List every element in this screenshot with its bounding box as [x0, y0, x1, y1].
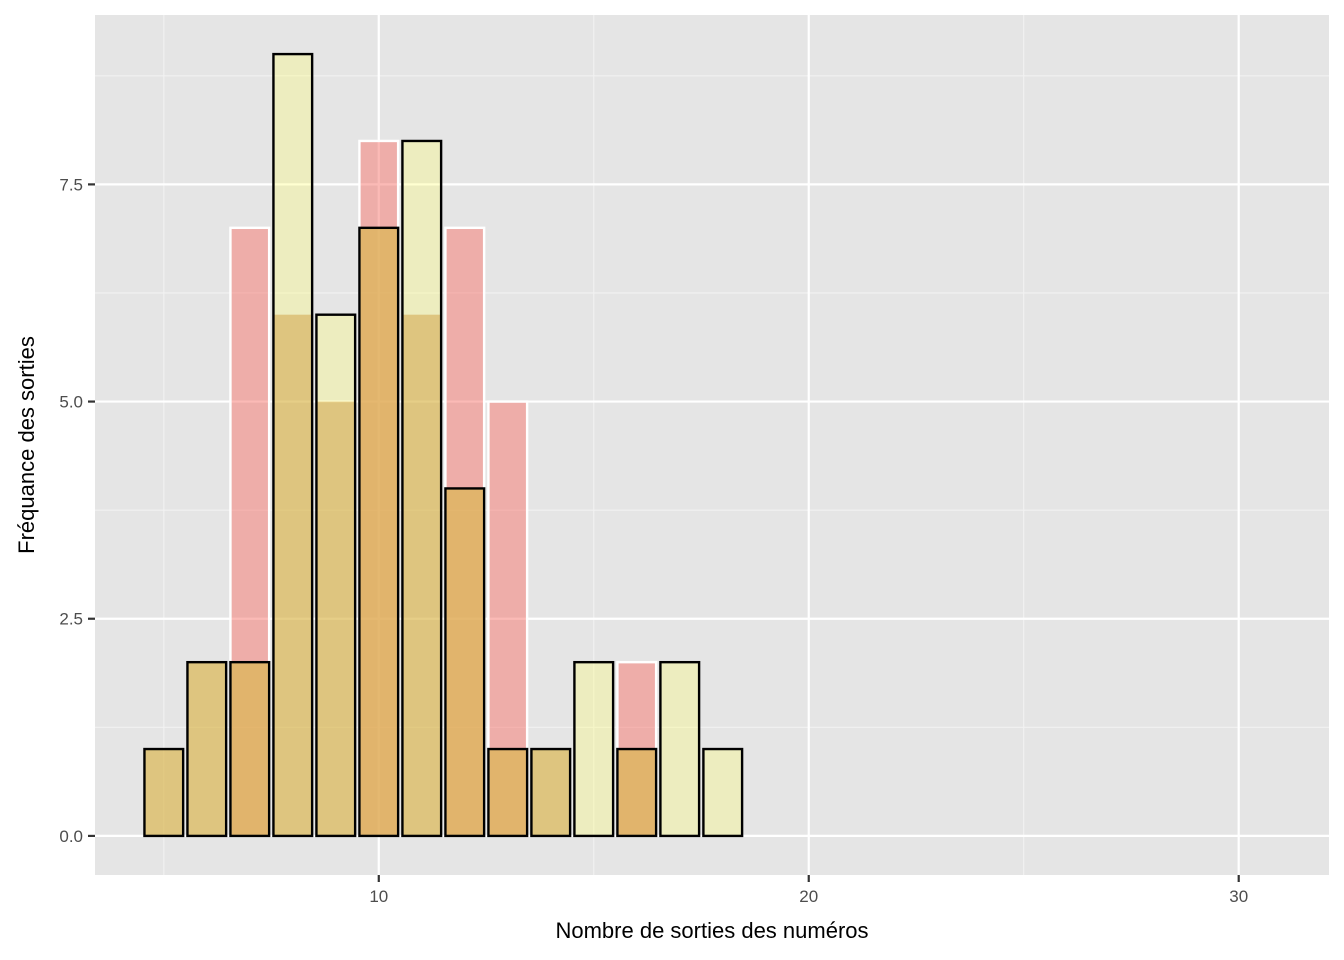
bar-outline-black-9 — [315, 313, 357, 838]
bar-outline-black-13 — [487, 747, 529, 838]
x-tick-label-30: 30 — [1229, 887, 1248, 906]
y-tick-labels: 0.0 2.5 5.0 7.5 — [59, 175, 83, 846]
bar-outline-black-8 — [272, 52, 314, 838]
bar-outline-black-17 — [659, 660, 701, 838]
x-tick-label-10: 10 — [369, 887, 388, 906]
y-axis-title: Fréquance des sorties — [14, 336, 39, 554]
bar-outline-black-6 — [186, 660, 228, 838]
bar-outline-black-7 — [229, 660, 271, 838]
bar-overlap-11 — [402, 314, 442, 836]
bar-outline-black-11 — [401, 139, 443, 838]
y-tick-label-2.5: 2.5 — [59, 610, 83, 629]
bar-outline-black-14 — [530, 747, 572, 838]
bars — [143, 52, 744, 838]
bar-overlap-16 — [617, 749, 657, 836]
bar-overlap-9 — [316, 401, 356, 836]
bar-overlap-13 — [488, 749, 528, 836]
x-axis-title: Nombre de sorties des numéros — [555, 918, 868, 943]
y-tick-label-7.5: 7.5 — [59, 175, 83, 194]
bar-outline-black-16 — [616, 747, 658, 838]
bar-outline-black-10 — [358, 226, 400, 838]
y-tick-label-0: 0.0 — [59, 827, 83, 846]
bar-overlap-8 — [273, 314, 313, 836]
bar-overlap-6 — [187, 662, 227, 836]
y-tick-label-5: 5.0 — [59, 393, 83, 412]
x-tick-label-20: 20 — [799, 887, 818, 906]
bar-outline-black-18 — [702, 747, 744, 838]
bar-outline-black-12 — [444, 487, 486, 838]
axis-ticks — [88, 183, 1240, 882]
bar-overlap-12 — [445, 488, 485, 836]
bar-overlap-10 — [359, 227, 399, 836]
bar-outline-black-15 — [573, 660, 615, 838]
bar-outline-black-5 — [143, 747, 185, 838]
bar-overlap-14 — [531, 749, 571, 836]
bar-overlap-5 — [144, 749, 184, 836]
x-tick-labels: 10 20 30 — [369, 887, 1248, 906]
bar-overlap-7 — [230, 662, 270, 836]
